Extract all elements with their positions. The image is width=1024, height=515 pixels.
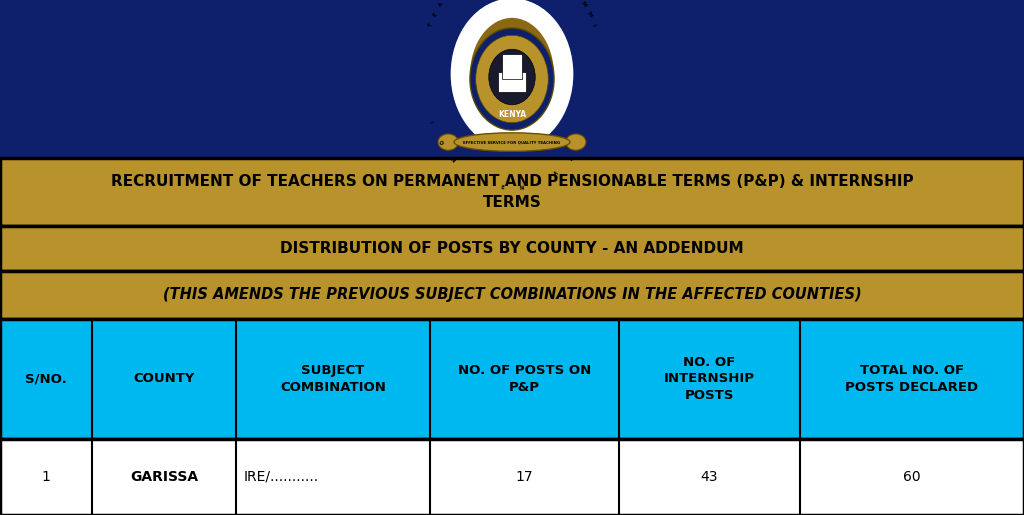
Text: M: M [586, 11, 593, 18]
Text: •: • [465, 171, 470, 177]
Text: S/NO.: S/NO. [26, 372, 67, 386]
Bar [0, 271, 1024, 319]
Ellipse shape [454, 133, 570, 151]
Bar [498, 72, 526, 92]
Bar [0, 158, 1024, 226]
Text: RECRUITMENT OF TEACHERS ON PERMANENT AND PENSIONABLE TERMS (P&P) & INTERNSHIP
TE: RECRUITMENT OF TEACHERS ON PERMANENT AND… [111, 174, 913, 210]
Text: GARISSA: GARISSA [130, 470, 198, 484]
Bar [0, 319, 1024, 439]
Text: 60: 60 [903, 470, 921, 484]
Text: IRE/...........: IRE/........... [244, 470, 319, 484]
Text: NO. OF
INTERNSHIP
POSTS: NO. OF INTERNSHIP POSTS [664, 356, 755, 402]
Text: I: I [591, 24, 596, 27]
Text: NO. OF POSTS ON
P&P: NO. OF POSTS ON P&P [458, 364, 591, 394]
Text: TOTAL NO. OF
POSTS DECLARED: TOTAL NO. OF POSTS DECLARED [846, 364, 979, 394]
Text: SUBJECT
COMBINATION: SUBJECT COMBINATION [280, 364, 386, 394]
Text: 17: 17 [516, 470, 534, 484]
Text: Y: Y [537, 180, 542, 186]
Bar [0, 439, 1024, 515]
Text: •: • [568, 157, 574, 163]
Text: E: E [432, 12, 438, 18]
Bar [0, 0, 1024, 158]
Text: N: N [519, 185, 523, 191]
Text: I: I [428, 121, 433, 125]
Text: T: T [427, 23, 433, 28]
Text: K: K [482, 180, 487, 186]
Text: N: N [450, 157, 456, 163]
Ellipse shape [565, 134, 586, 150]
Ellipse shape [476, 36, 548, 123]
Text: A: A [437, 1, 443, 8]
Text: KENYA: KENYA [498, 110, 526, 119]
Text: DISTRIBUTION OF POSTS BY COUNTY - AN ADDENDUM: DISTRIBUTION OF POSTS BY COUNTY - AN ADD… [281, 241, 743, 256]
Text: O: O [436, 140, 443, 146]
Ellipse shape [454, 0, 570, 148]
Text: M: M [580, 1, 587, 8]
Ellipse shape [438, 134, 459, 150]
Text: A: A [553, 170, 559, 177]
Text: E: E [501, 185, 505, 191]
Text: 1: 1 [42, 470, 50, 484]
Text: EFFECTIVE SERVICE FOR QUALITY TEACHING: EFFECTIVE SERVICE FOR QUALITY TEACHING [464, 140, 560, 144]
Ellipse shape [488, 49, 536, 105]
Bar [502, 54, 522, 79]
Text: 43: 43 [700, 470, 718, 484]
Ellipse shape [459, 7, 565, 141]
Bar [0, 226, 1024, 271]
Text: (THIS AMENDS THE PREVIOUS SUBJECT COMBINATIONS IN THE AFFECTED COUNTIES): (THIS AMENDS THE PREVIOUS SUBJECT COMBIN… [163, 287, 861, 302]
Text: COUNTY: COUNTY [133, 372, 195, 386]
Ellipse shape [470, 28, 554, 130]
